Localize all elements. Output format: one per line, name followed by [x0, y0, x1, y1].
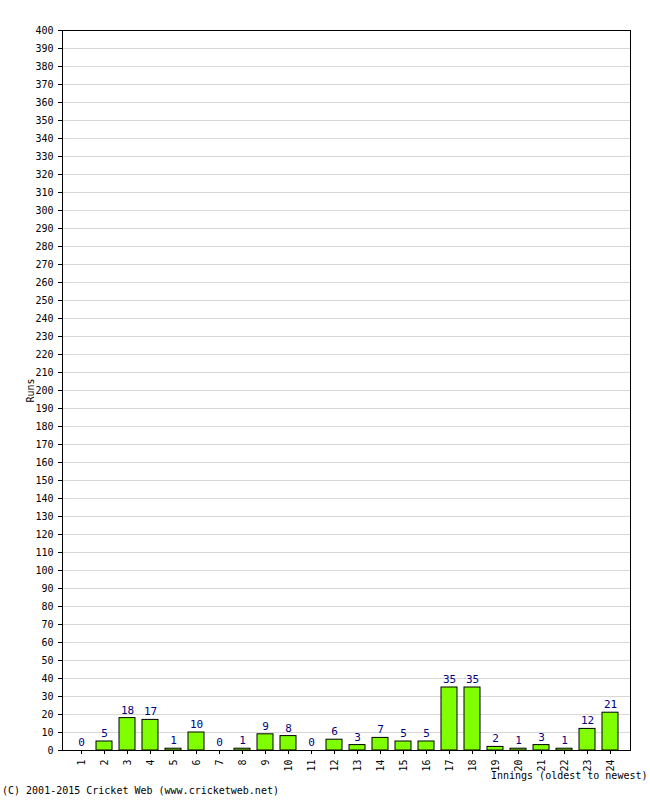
svg-text:1: 1 [76, 760, 87, 766]
svg-text:230: 230 [35, 331, 53, 342]
svg-text:14: 14 [375, 760, 386, 772]
svg-text:2: 2 [492, 732, 499, 745]
svg-text:11: 11 [306, 760, 317, 772]
svg-text:3: 3 [122, 760, 133, 766]
svg-text:5: 5 [423, 727, 430, 740]
svg-text:35: 35 [466, 673, 479, 686]
svg-text:390: 390 [35, 43, 53, 54]
svg-text:190: 190 [35, 403, 53, 414]
svg-text:17: 17 [144, 705, 157, 718]
svg-text:380: 380 [35, 61, 53, 72]
svg-text:Runs: Runs [25, 378, 36, 402]
svg-text:1: 1 [561, 734, 568, 747]
svg-text:0: 0 [216, 736, 223, 749]
svg-text:120: 120 [35, 529, 53, 540]
svg-text:180: 180 [35, 421, 53, 432]
svg-text:5: 5 [168, 760, 179, 766]
svg-text:Innings (oldest to newest): Innings (oldest to newest) [491, 770, 648, 781]
svg-text:290: 290 [35, 223, 53, 234]
svg-text:30: 30 [41, 691, 53, 702]
svg-text:1: 1 [170, 734, 177, 747]
svg-text:150: 150 [35, 475, 53, 486]
svg-text:300: 300 [35, 205, 53, 216]
svg-text:17: 17 [444, 760, 455, 772]
svg-text:270: 270 [35, 259, 53, 270]
svg-text:140: 140 [35, 493, 53, 504]
svg-text:5: 5 [400, 727, 407, 740]
svg-text:400: 400 [35, 25, 53, 36]
svg-text:370: 370 [35, 79, 53, 90]
svg-text:60: 60 [41, 637, 53, 648]
svg-text:5: 5 [101, 727, 108, 740]
svg-text:4: 4 [145, 760, 156, 766]
svg-text:19: 19 [489, 759, 501, 772]
svg-text:22: 22 [558, 759, 570, 772]
svg-text:250: 250 [35, 295, 53, 306]
svg-text:18: 18 [467, 760, 478, 772]
svg-text:7: 7 [377, 723, 384, 736]
svg-text:0: 0 [78, 736, 85, 749]
svg-text:160: 160 [35, 457, 53, 468]
svg-text:35: 35 [443, 673, 456, 686]
svg-text:21: 21 [535, 759, 547, 772]
svg-text:170: 170 [35, 439, 53, 450]
svg-text:110: 110 [35, 547, 53, 558]
svg-text:210: 210 [35, 367, 53, 378]
svg-text:9: 9 [260, 760, 271, 766]
svg-text:9: 9 [262, 720, 269, 733]
svg-text:70: 70 [41, 619, 53, 630]
svg-text:13: 13 [352, 760, 363, 772]
svg-text:20: 20 [41, 709, 53, 720]
svg-text:10: 10 [41, 727, 53, 738]
svg-text:1: 1 [239, 734, 246, 747]
svg-text:23: 23 [581, 759, 593, 772]
svg-text:40: 40 [41, 673, 53, 684]
svg-text:10: 10 [190, 718, 203, 731]
svg-text:8: 8 [285, 722, 292, 735]
svg-text:6: 6 [331, 725, 338, 738]
svg-text:12: 12 [329, 760, 340, 772]
svg-text:330: 330 [35, 151, 53, 162]
svg-text:12: 12 [581, 714, 594, 727]
svg-text:200: 200 [35, 385, 53, 396]
svg-text:7: 7 [214, 760, 225, 766]
svg-text:340: 340 [35, 133, 53, 144]
svg-text:280: 280 [35, 241, 53, 252]
svg-text:350: 350 [35, 115, 53, 126]
svg-text:8: 8 [237, 760, 248, 766]
svg-text:220: 220 [35, 349, 53, 360]
svg-text:0: 0 [308, 736, 315, 749]
svg-text:18: 18 [121, 704, 134, 717]
svg-text:90: 90 [41, 583, 53, 594]
svg-text:130: 130 [35, 511, 53, 522]
svg-text:24: 24 [604, 759, 616, 772]
svg-text:80: 80 [41, 601, 53, 612]
svg-text:0: 0 [47, 745, 53, 756]
svg-text:6: 6 [191, 760, 202, 766]
svg-text:100: 100 [35, 565, 53, 576]
svg-text:1: 1 [515, 734, 522, 747]
svg-text:2: 2 [99, 760, 110, 766]
svg-text:240: 240 [35, 313, 53, 324]
svg-text:3: 3 [354, 731, 361, 744]
svg-text:310: 310 [35, 187, 53, 198]
svg-text:16: 16 [421, 760, 432, 772]
svg-text:3: 3 [538, 731, 545, 744]
svg-text:20: 20 [512, 759, 524, 772]
svg-text:21: 21 [604, 698, 617, 711]
html-text:(C) 2001-2015 Cricket Web (www: (C) 2001-2015 Cricket Web (www.cricketwe… [2, 785, 279, 796]
svg-text:10: 10 [283, 760, 294, 772]
svg-text:50: 50 [41, 655, 53, 666]
svg-text:15: 15 [398, 760, 409, 772]
svg-text:320: 320 [35, 169, 53, 180]
svg-text:360: 360 [35, 97, 53, 108]
svg-text:260: 260 [35, 277, 53, 288]
